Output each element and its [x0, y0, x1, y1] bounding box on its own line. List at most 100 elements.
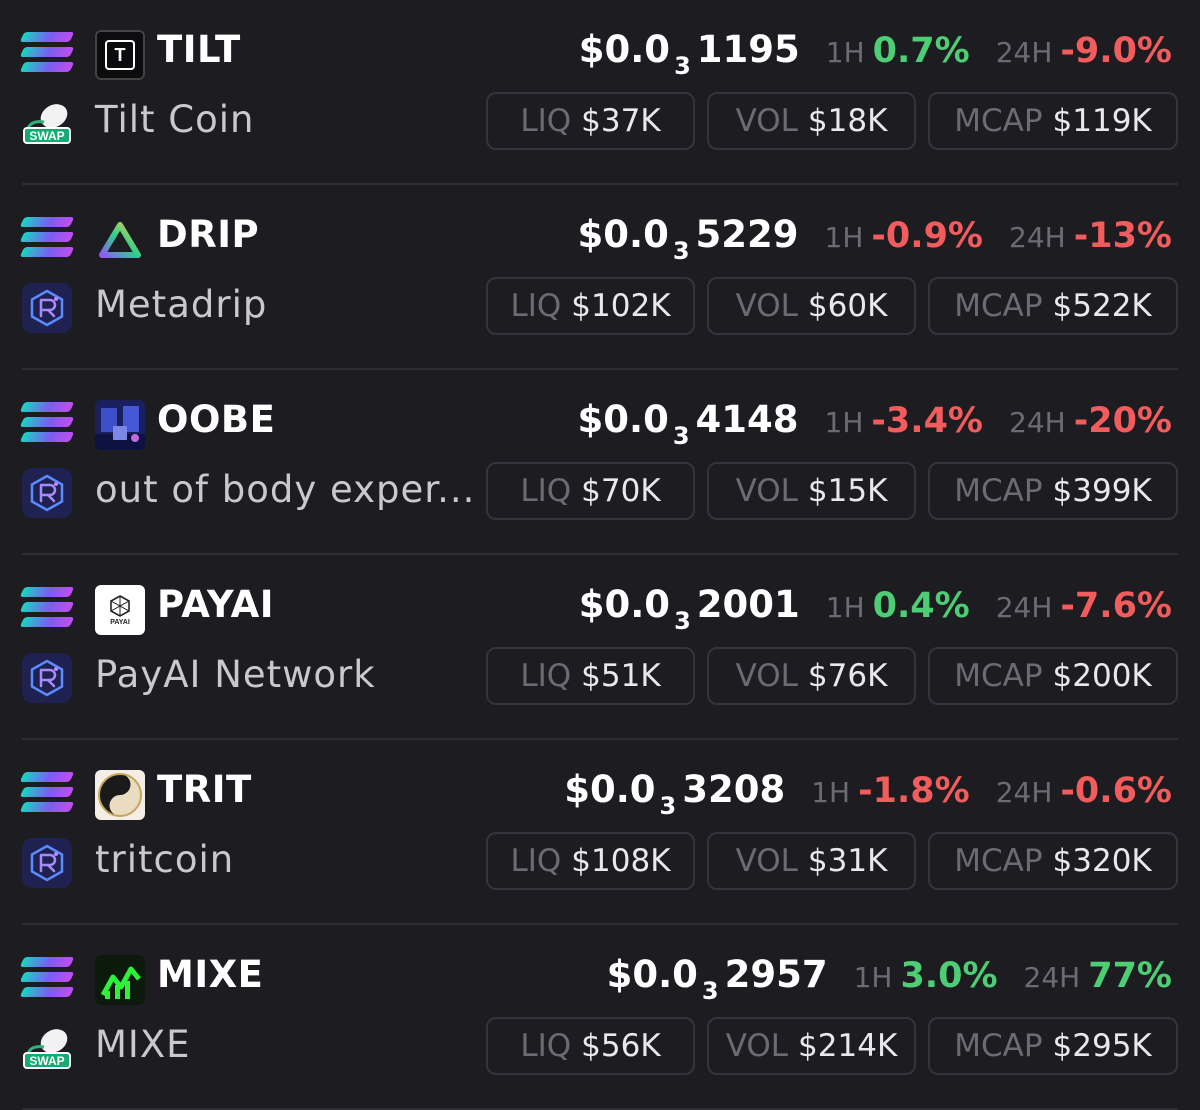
- token-price: $0.0 3 2001: [578, 583, 800, 635]
- token-price: $0.0 3 2957: [606, 953, 828, 1005]
- mcap-label: MCAP: [954, 473, 1043, 509]
- liq-label: LIQ: [510, 843, 562, 879]
- svg-text:SWAP: SWAP: [29, 1054, 64, 1068]
- price-line: $0.0 3 2001 1H 0.4% 24H -7.6%: [578, 583, 1172, 635]
- timeframe-24h-label: 24H: [995, 776, 1053, 809]
- price-prefix: $0.0: [564, 768, 656, 811]
- timeframe-1h-label: 1H: [811, 776, 851, 809]
- timeframe-1h-label: 1H: [853, 961, 893, 994]
- token-row[interactable]: T TILT SWAP Tilt Coin $0.0 3 1195 1H 0.7% …: [19, 0, 1178, 185]
- token-row[interactable]: PAYAI PAYAI PayAI Network $0.0 3 2001 1H 0…: [19, 555, 1178, 740]
- change-24h: -13%: [1073, 216, 1172, 256]
- token-name: Tilt Coin: [95, 98, 255, 141]
- liq-label: LIQ: [520, 1028, 572, 1064]
- price-digits: 3208: [682, 768, 786, 811]
- vol-value: $15K: [807, 473, 888, 509]
- mcap-value: $320K: [1052, 843, 1152, 879]
- price-zero-count: 3: [672, 422, 690, 450]
- timeframe-1h-label: 1H: [824, 221, 864, 254]
- change-1h: -3.4%: [871, 401, 983, 441]
- solana-chain-icon: [19, 400, 75, 444]
- token-row[interactable]: DRIP Metadrip $0.0 3 5229 1H -0.9% 24H -13…: [19, 185, 1178, 370]
- token-row[interactable]: OOBE out of body exper... $0.0 3 4148 1H -…: [19, 370, 1178, 555]
- volume-pill: VOL $31K: [707, 832, 916, 890]
- price-line: $0.0 3 2957 1H 3.0% 24H 77%: [606, 953, 1172, 1005]
- timeframe-24h-label: 24H: [995, 591, 1053, 624]
- mixe-chart-icon: [95, 955, 145, 1005]
- mcap-value: $119K: [1052, 103, 1152, 139]
- stats-pills: LIQ $108K VOL $31K MCAP $320K: [486, 832, 1178, 890]
- timeframe-1h-label: 1H: [825, 591, 865, 624]
- change-1h: 0.7%: [872, 31, 970, 71]
- vol-value: $18K: [807, 103, 888, 139]
- change-1h: -1.8%: [858, 771, 970, 811]
- token-symbol: TRIT: [157, 768, 252, 811]
- price-digits: 5229: [695, 213, 799, 256]
- price-digits: 2957: [724, 953, 828, 996]
- price-prefix: $0.0: [578, 583, 671, 626]
- token-price: $0.0 3 1195: [578, 28, 800, 80]
- vol-label: VOL: [735, 843, 798, 879]
- change-1h: 0.4%: [872, 586, 970, 626]
- volume-pill: VOL $15K: [707, 462, 916, 520]
- price-digits: 4148: [695, 398, 799, 441]
- volume-pill: VOL $214K: [707, 1017, 916, 1075]
- solana-chain-icon: [19, 215, 75, 259]
- mcap-label: MCAP: [954, 658, 1043, 694]
- price-prefix: $0.0: [577, 398, 669, 441]
- market-cap-pill: MCAP $295K: [928, 1017, 1178, 1075]
- vol-label: VOL: [725, 1028, 789, 1064]
- timeframe-24h-label: 24H: [1009, 406, 1066, 439]
- mcap-value: $522K: [1052, 288, 1152, 324]
- raydium-icon: [22, 283, 72, 333]
- mcap-value: $295K: [1052, 1028, 1152, 1064]
- stats-pills: LIQ $51K VOL $76K MCAP $200K: [486, 647, 1178, 705]
- liquidity-pill: LIQ $108K: [486, 832, 695, 890]
- stats-pills: LIQ $102K VOL $60K MCAP $522K: [486, 277, 1178, 335]
- vol-value: $214K: [798, 1028, 898, 1064]
- price-prefix: $0.0: [578, 28, 671, 71]
- price-digits: 2001: [696, 583, 800, 626]
- price-prefix: $0.0: [577, 213, 669, 256]
- change-1h: 3.0%: [900, 956, 998, 996]
- price-line: $0.0 3 4148 1H -3.4% 24H -20%: [577, 398, 1172, 450]
- solana-chain-icon: [19, 30, 75, 74]
- liquidity-pill: LIQ $51K: [486, 647, 695, 705]
- liq-value: $102K: [571, 288, 671, 324]
- mcap-value: $399K: [1052, 473, 1152, 509]
- volume-pill: VOL $76K: [707, 647, 916, 705]
- token-symbol: TILT: [157, 28, 241, 71]
- token-symbol: PAYAI: [157, 583, 274, 626]
- mcap-label: MCAP: [954, 1028, 1043, 1064]
- token-price: $0.0 3 4148: [577, 398, 799, 450]
- timeframe-24h-label: 24H: [1009, 221, 1066, 254]
- liquidity-pill: LIQ $37K: [486, 92, 695, 150]
- liq-label: LIQ: [520, 103, 572, 139]
- swap-icon: SWAP: [22, 98, 72, 148]
- liquidity-pill: LIQ $102K: [486, 277, 695, 335]
- drip-triangle-icon: [95, 215, 145, 265]
- market-cap-pill: MCAP $522K: [928, 277, 1178, 335]
- liq-value: $37K: [581, 103, 661, 139]
- token-row[interactable]: MIXE SWAP MIXE $0.0 3 2957 1H 3.0% 24H 77%…: [19, 925, 1178, 1110]
- liq-label: LIQ: [520, 658, 572, 694]
- mcap-label: MCAP: [954, 288, 1043, 324]
- timeframe-1h-label: 1H: [825, 36, 865, 69]
- token-symbol: OOBE: [157, 398, 276, 441]
- oobe-image-icon: [95, 400, 145, 450]
- token-name: MIXE: [95, 1023, 191, 1066]
- liq-value: $51K: [581, 658, 661, 694]
- token-row[interactable]: TRIT tritcoin $0.0 3 3208 1H -1.8% 24H -0.…: [19, 740, 1178, 925]
- price-prefix: $0.0: [606, 953, 698, 996]
- liq-value: $70K: [581, 473, 661, 509]
- price-zero-count: 3: [701, 977, 719, 1005]
- liquidity-pill: LIQ $70K: [486, 462, 695, 520]
- market-cap-pill: MCAP $320K: [928, 832, 1178, 890]
- vol-label: VOL: [735, 288, 798, 324]
- token-name: Metadrip: [95, 283, 268, 326]
- raydium-icon: [22, 838, 72, 888]
- solana-chain-icon: [19, 585, 75, 629]
- liquidity-pill: LIQ $56K: [486, 1017, 695, 1075]
- price-zero-count: 3: [674, 52, 691, 80]
